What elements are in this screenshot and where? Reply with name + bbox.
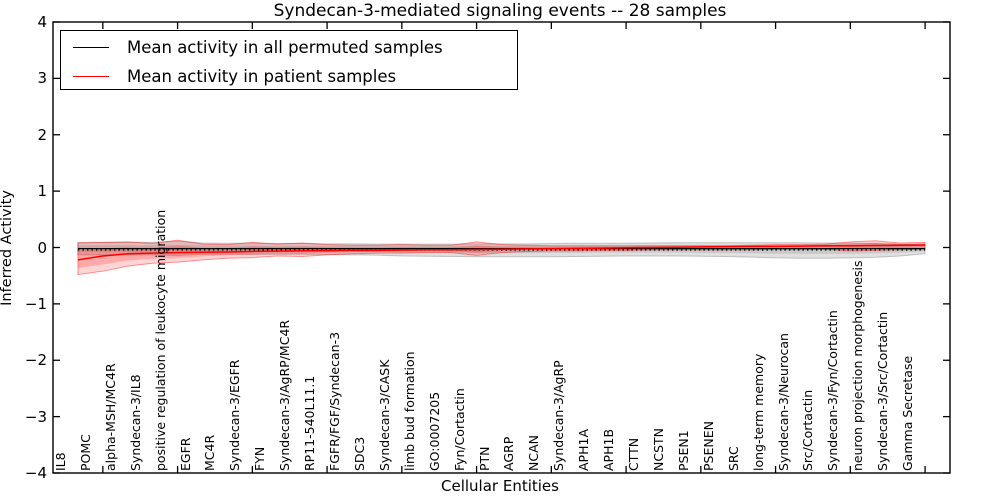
x-tick-label: POMC: [77, 434, 93, 471]
x-tick-label: Syndecan-3/IL8: [127, 374, 143, 471]
legend-entry-patient: Mean activity in patient samples: [73, 62, 517, 91]
y-tick-label: −1: [24, 294, 47, 313]
x-tick-label: alpha-MSH/MC4R: [102, 363, 118, 471]
x-tick-label: Gamma Secretase: [900, 355, 916, 471]
y-tick-label: 2: [37, 125, 47, 144]
x-axis-label: Cellular Entities: [441, 477, 559, 495]
x-tick-label: FYN: [252, 446, 268, 471]
x-tick-label: PTN: [476, 446, 492, 471]
x-tick-label: GO:0007205: [426, 391, 442, 471]
x-tick-label: long-term memory: [750, 353, 766, 471]
x-tick-label: limb bud formation: [401, 351, 417, 471]
x-tick-label: SDC3: [351, 436, 367, 471]
x-tick-label: Syndecan-3/Neurocan: [775, 333, 791, 471]
x-tick-label: RP11-540L11.1: [302, 375, 318, 471]
y-tick-label: −3: [24, 407, 47, 426]
x-tick-label: CTTN: [626, 437, 641, 471]
legend: Mean activity in all permuted samples Me…: [60, 30, 518, 90]
patient-mean-line: [77, 244, 926, 261]
x-tick-label: NCSTN: [650, 428, 666, 471]
x-tick-label: APH1A: [576, 429, 592, 471]
x-tick-label: Syndecan-3/Src/Cortactin: [875, 311, 891, 471]
x-tick-label: Fyn/Cortactin: [451, 388, 467, 471]
x-tick-label: IL8: [52, 452, 68, 471]
x-tick-label: PSEN1: [675, 430, 691, 471]
legend-line-permuted-icon: [73, 47, 109, 48]
x-tick-label: neuron projection morphogenesis: [850, 260, 866, 471]
x-tick-label: Syndecan-3/EGFR: [227, 359, 243, 471]
x-tick-label: SRC: [725, 446, 741, 471]
x-tick-label: Syndecan-3/CASK: [376, 359, 392, 471]
x-tick-label: Syndecan-3/AgRP/MC4R: [277, 319, 293, 471]
legend-line-patient-icon: [73, 76, 109, 77]
y-tick-label: −4: [24, 464, 47, 482]
chart-title: Syndecan-3-mediated signaling events -- …: [273, 1, 727, 21]
x-tick-label: MC4R: [202, 434, 218, 471]
x-tick-label: NCAN: [526, 435, 542, 471]
x-tick-label: Syndecan-3/AgRP: [551, 360, 567, 471]
x-tick-label: Syndecan-3/Fyn/Cortactin: [825, 310, 841, 471]
x-tick-label: EGFR: [177, 437, 193, 471]
legend-label-permuted: Mean activity in all permuted samples: [127, 38, 443, 57]
x-tick-label: PSENEN: [700, 421, 716, 471]
y-tick-label: 1: [37, 182, 47, 201]
x-tick-label: FGFR/FGF/Syndecan-3: [327, 331, 342, 471]
x-tick-label: Src/Cortactin: [800, 389, 816, 471]
y-tick-label: 0: [37, 238, 47, 257]
y-tick-label: −2: [24, 351, 47, 370]
legend-label-patient: Mean activity in patient samples: [127, 67, 397, 86]
y-tick-label: 4: [37, 13, 47, 31]
x-tick-label: APH1B: [601, 428, 617, 471]
x-tick-label: positive regulation of leukocyte migrati…: [152, 209, 168, 471]
y-tick-label: 3: [37, 69, 47, 88]
x-tick-label: AGRP: [501, 436, 517, 471]
legend-entry-permuted: Mean activity in all permuted samples: [73, 33, 517, 62]
